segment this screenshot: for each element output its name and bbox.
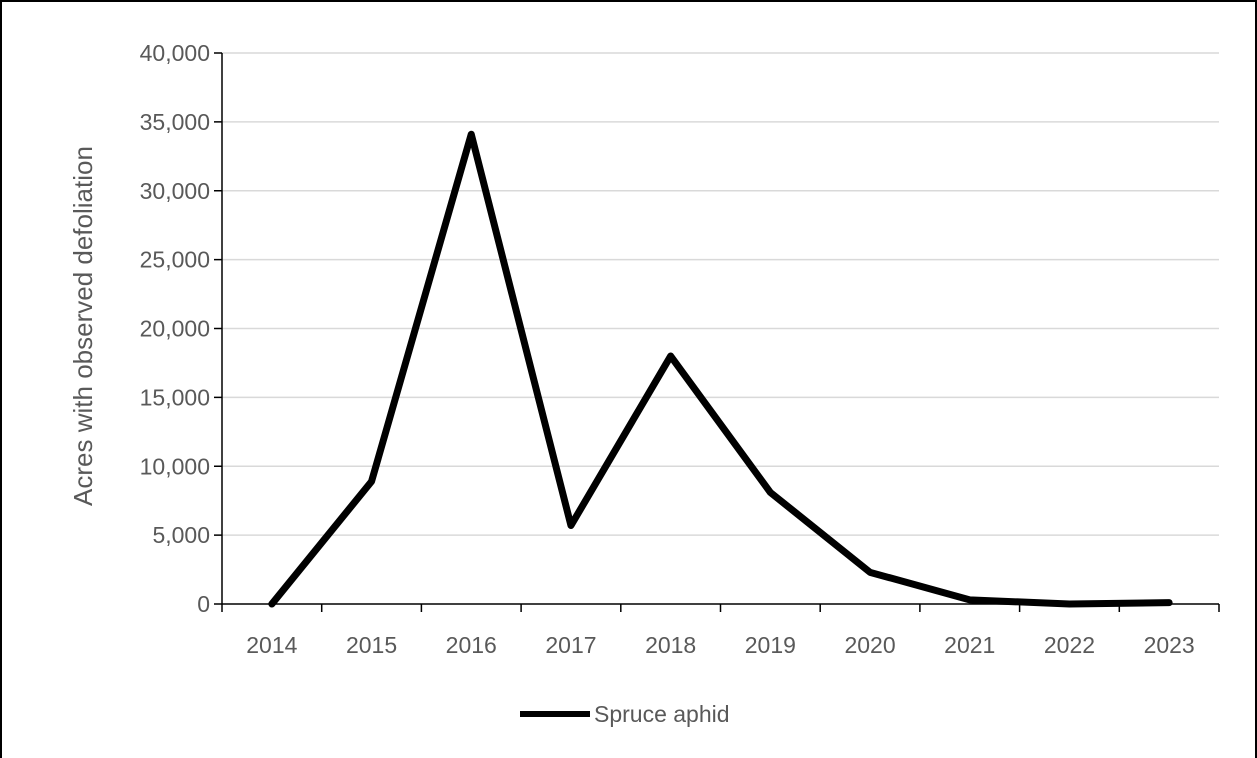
x-tick-label-8: 2022 [1044,632,1095,658]
legend: Spruce aphid [520,701,730,727]
axes [214,52,1220,612]
y-tick-label-6: 30,000 [140,178,210,204]
x-tick-labels: 2014 2015 2016 2017 2018 2019 2020 2021 2022 2023 [246,632,1194,658]
x-tick-label-0: 2014 [246,632,297,658]
x-tick-label-7: 2021 [944,632,995,658]
x-tick-label-4: 2018 [645,632,696,658]
y-tick-label-4: 20,000 [140,316,210,342]
legend-label-spruce-aphid: Spruce aphid [594,701,730,727]
series-lines [268,130,1173,608]
y-tick-label-2: 10,000 [140,453,210,479]
series-line-spruce-aphid [268,130,1173,608]
y-tick-label-0: 0 [197,591,210,617]
gridlines [222,52,1219,536]
y-tick-label-5: 25,000 [140,247,210,273]
x-tick-label-9: 2023 [1144,632,1195,658]
x-tick-label-2: 2016 [446,632,497,658]
x-tick-label-6: 2020 [844,632,895,658]
x-tick-label-3: 2017 [545,632,596,658]
y-tick-labels: 0 5,000 10,000 15,000 20,000 25,000 30,000 35,0… [140,40,210,617]
x-tick-label-5: 2019 [745,632,796,658]
y-tick-label-1: 5,000 [152,522,210,548]
y-tick-label-7: 35,000 [140,109,210,135]
y-tick-label-8: 40,000 [140,40,210,66]
y-axis-title: Acres with observed defoliation [68,146,98,506]
x-tick-label-1: 2015 [346,632,397,658]
y-tick-label-3: 15,000 [140,384,210,410]
